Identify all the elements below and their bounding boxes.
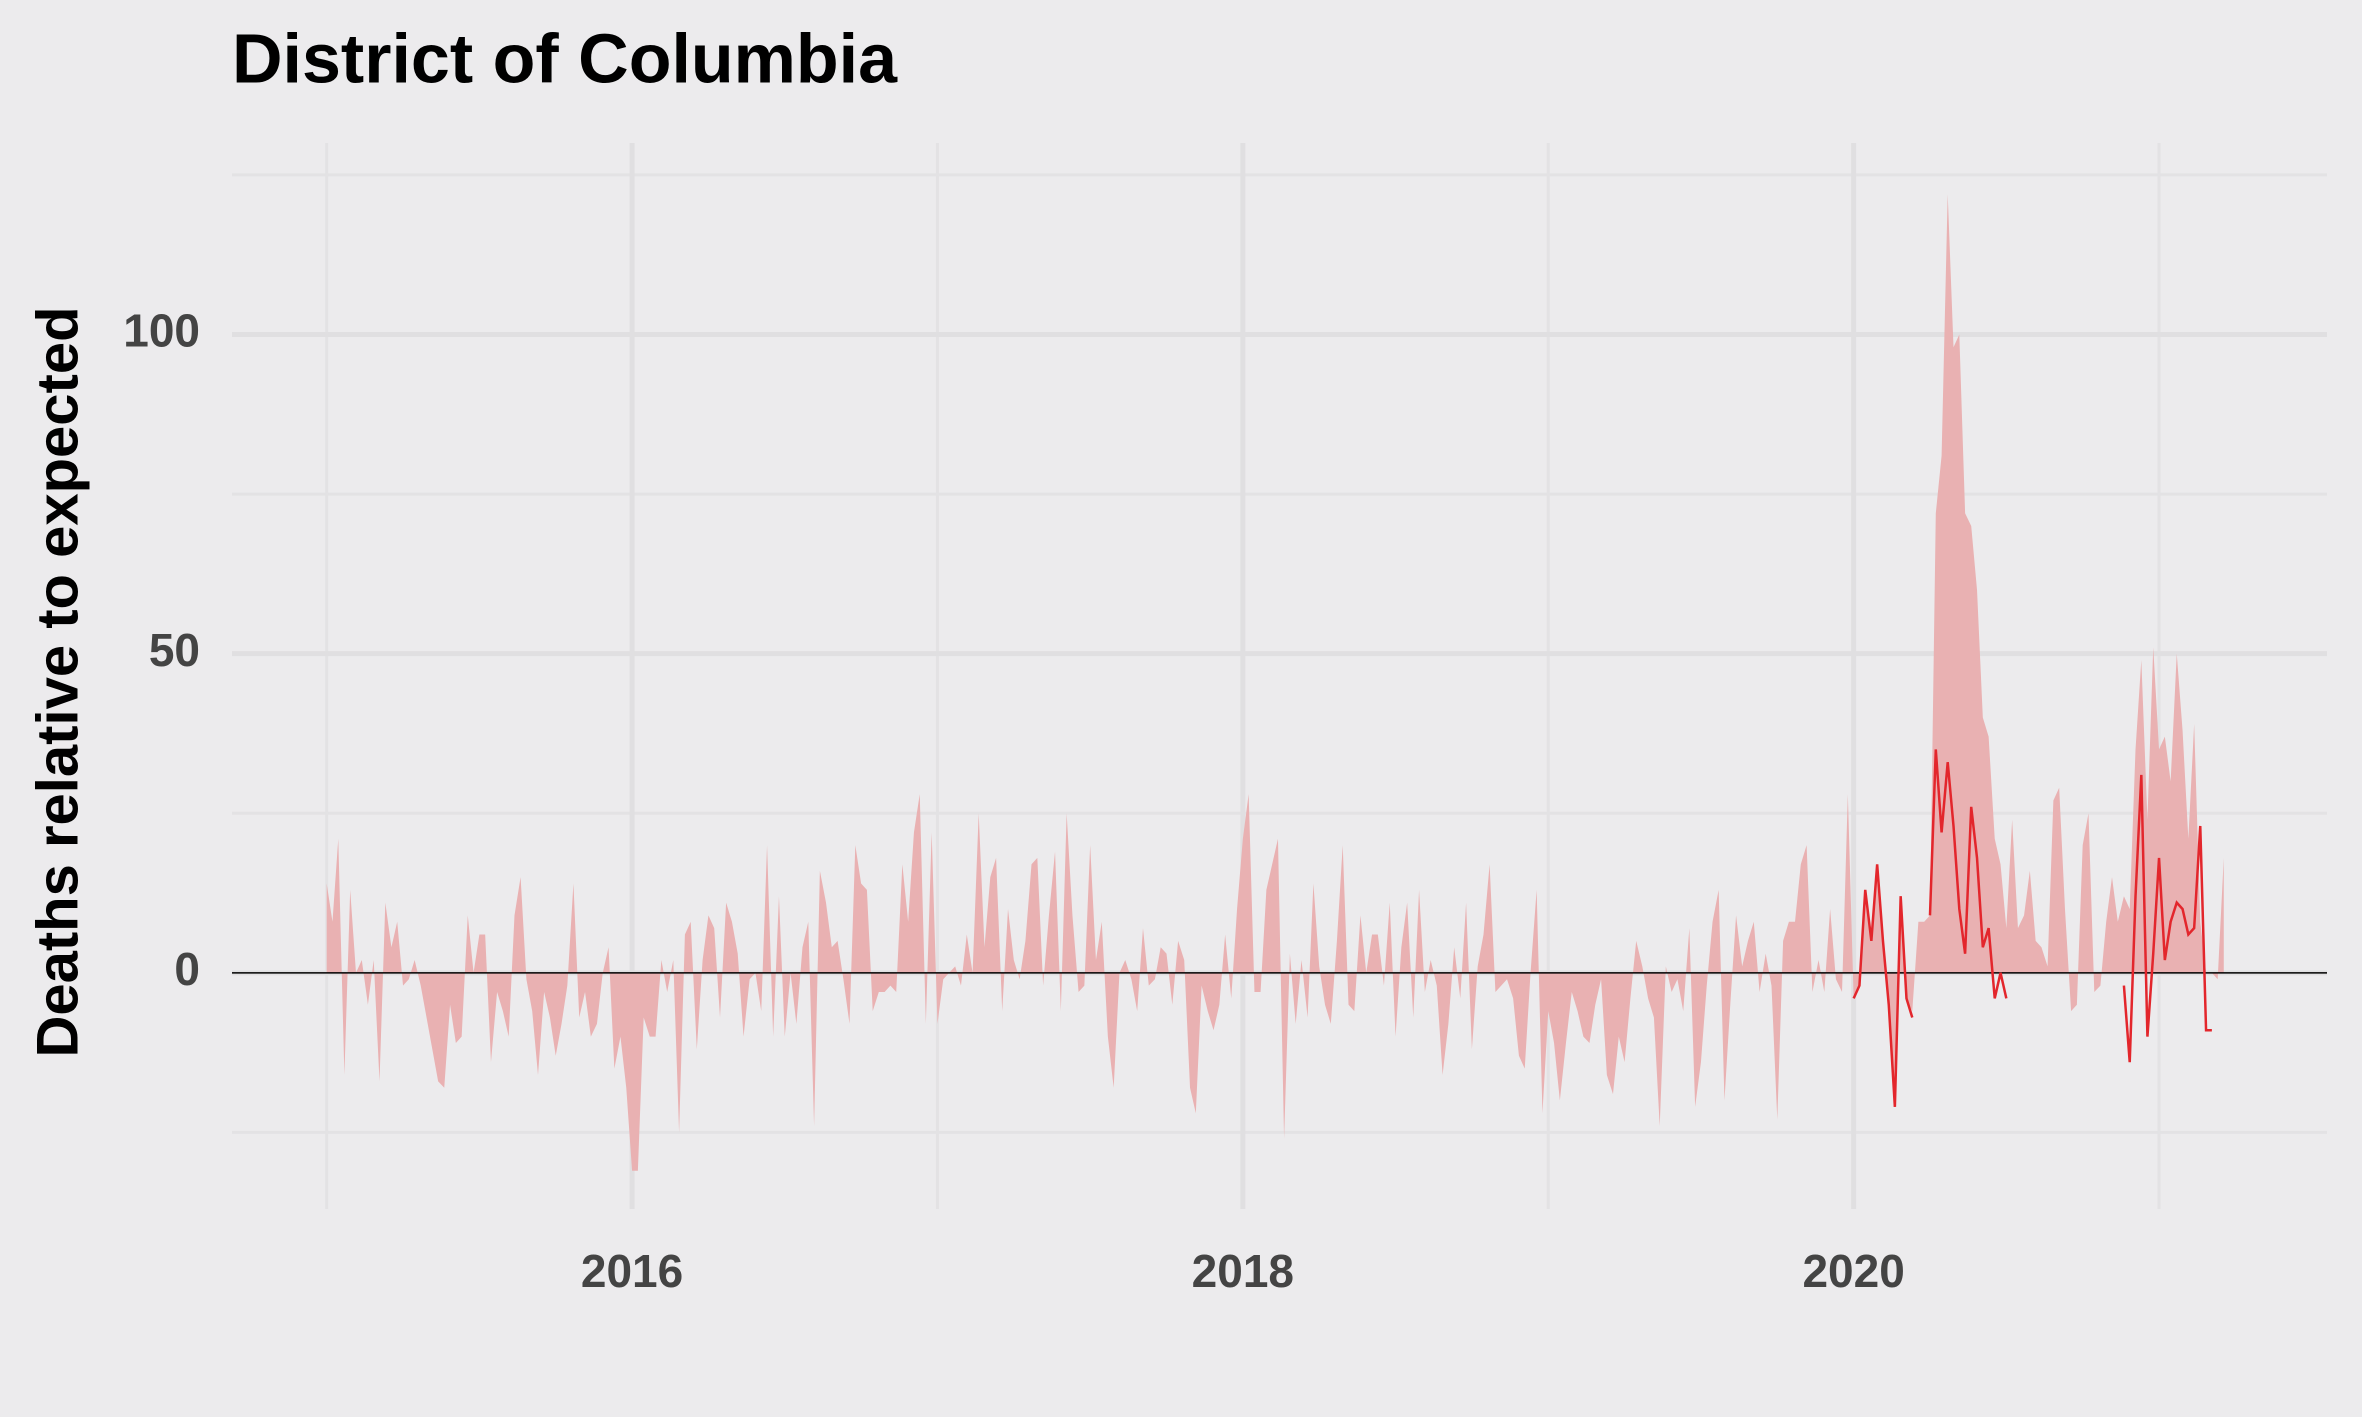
y-tick-label: 50 <box>149 624 200 676</box>
y-tick-label: 100 <box>123 305 200 357</box>
y-axis-label: Deaths relative to expected <box>25 306 90 1057</box>
chart-title: District of Columbia <box>232 19 898 97</box>
x-tick-label: 2018 <box>1192 1245 1294 1297</box>
x-tick-label: 2020 <box>1802 1245 1904 1297</box>
y-tick-label: 0 <box>174 943 200 995</box>
x-tick-label: 2016 <box>581 1245 683 1297</box>
line <box>1852 749 2212 1107</box>
